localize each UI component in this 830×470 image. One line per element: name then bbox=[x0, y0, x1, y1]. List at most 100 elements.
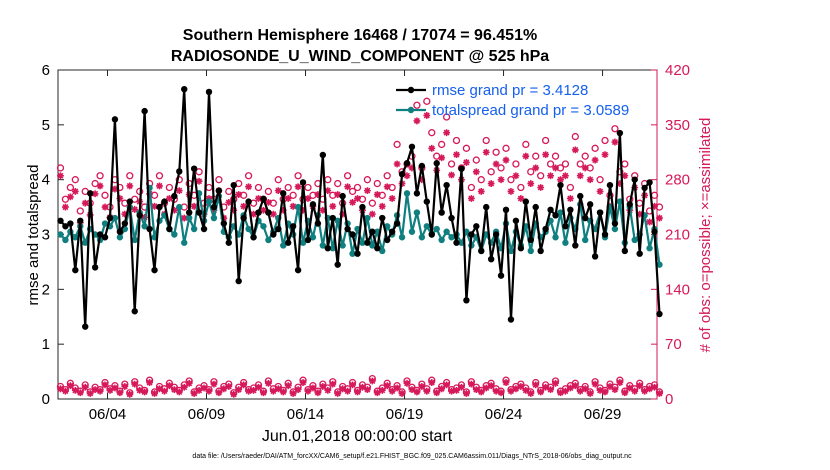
obs-assimilated-point-bottom bbox=[76, 389, 84, 397]
rmse-line-point bbox=[601, 231, 609, 238]
obs-assimilated-point bbox=[557, 176, 564, 184]
obs-assimilated-point-bottom bbox=[552, 379, 559, 387]
rmse-line-point bbox=[428, 231, 435, 238]
obs-possible-point bbox=[274, 176, 282, 184]
totalspread-line-point bbox=[176, 203, 183, 211]
totalspread-line-point bbox=[369, 242, 376, 249]
rmse-line-point bbox=[181, 85, 188, 93]
obs-possible-point bbox=[289, 191, 297, 199]
obs-assimilated-point bbox=[62, 203, 69, 211]
obs-possible-point bbox=[428, 129, 436, 137]
totalspread-line-point bbox=[339, 242, 346, 249]
obs-assimilated-point-bottom bbox=[378, 386, 386, 394]
rmse-line-point bbox=[171, 192, 178, 200]
rmse-line-point bbox=[537, 247, 544, 255]
rmse-line-point bbox=[190, 165, 198, 172]
obs-possible-point bbox=[546, 160, 555, 168]
rmse-line-point bbox=[136, 212, 143, 219]
obs-assimilated-point bbox=[180, 214, 188, 222]
obs-assimilated-point bbox=[383, 183, 391, 191]
obs-assimilated-point bbox=[368, 210, 376, 218]
rmse-line-point bbox=[547, 206, 554, 214]
obs-assimilated-point bbox=[225, 198, 233, 206]
obs-assimilated-point bbox=[190, 202, 198, 210]
totalspread-line-point bbox=[72, 234, 79, 241]
obs-assimilated-point-bottom bbox=[537, 388, 545, 396]
obs-assimilated-point-bottom bbox=[264, 379, 272, 387]
obs-assimilated-point-bottom bbox=[180, 383, 188, 391]
totalspread-line-point bbox=[359, 239, 366, 246]
totalspread-line-point bbox=[111, 214, 119, 222]
obs-assimilated-point-bottom bbox=[433, 389, 441, 397]
obs-assimilated-point-bottom bbox=[373, 389, 381, 397]
obs-possible-point bbox=[462, 144, 471, 152]
obs-assimilated-point-bottom bbox=[146, 379, 153, 386]
totalspread-line-point bbox=[171, 231, 178, 238]
obs-assimilated-point bbox=[477, 188, 485, 195]
obs-assimilated-point-bottom bbox=[527, 390, 535, 397]
obs-assimilated-point-bottom bbox=[453, 386, 460, 394]
rmse-line-point bbox=[185, 209, 193, 216]
totalspread-line-point bbox=[557, 209, 564, 216]
obs-assimilated-point-bottom bbox=[581, 385, 589, 393]
obs-possible-point bbox=[215, 176, 223, 184]
rmse-line-point bbox=[522, 198, 530, 205]
rmse-line-point bbox=[294, 266, 302, 274]
obs-possible-point bbox=[522, 140, 530, 149]
rmse-line-point bbox=[374, 245, 381, 252]
y-tick-label-left: 5 bbox=[42, 117, 50, 134]
obs-possible-point bbox=[611, 125, 619, 133]
obs-assimilated-point bbox=[601, 151, 609, 158]
obs-assimilated-point-bottom bbox=[517, 383, 525, 390]
rmse-line-point bbox=[314, 220, 322, 227]
totalspread-line-point bbox=[131, 236, 138, 244]
obs-assimilated-point bbox=[156, 182, 163, 190]
totalspread-line-point bbox=[398, 234, 406, 241]
totalspread-line-point bbox=[656, 261, 663, 268]
obs-assimilated-point-bottom bbox=[646, 385, 653, 393]
rmse-line-point bbox=[418, 162, 426, 170]
obs-assimilated-point-bottom bbox=[91, 386, 99, 393]
obs-assimilated-point-bottom bbox=[309, 384, 317, 392]
obs-assimilated-point bbox=[304, 195, 312, 202]
obs-assimilated-point bbox=[418, 176, 426, 184]
rmse-line-point bbox=[309, 201, 317, 208]
obs-assimilated-point-bottom bbox=[250, 386, 257, 394]
obs-assimilated-point bbox=[428, 144, 436, 152]
obs-assimilated-point bbox=[576, 172, 584, 180]
rmse-line-point bbox=[636, 250, 643, 257]
rmse-line-point bbox=[483, 203, 490, 211]
obs-possible-point bbox=[254, 183, 263, 192]
obs-assimilated-point bbox=[334, 191, 342, 198]
obs-assimilated-point-bottom bbox=[621, 389, 629, 397]
legend-entry-rmse: rmse grand pr = 3.4128 bbox=[432, 82, 588, 99]
obs-assimilated-point bbox=[423, 112, 431, 119]
totalspread-line-point bbox=[443, 228, 450, 235]
totalspread-line-point bbox=[458, 239, 465, 246]
obs-assimilated-point bbox=[364, 187, 371, 195]
rmse-line-point bbox=[487, 255, 495, 263]
obs-possible-point bbox=[244, 172, 253, 180]
obs-possible-point bbox=[561, 160, 570, 168]
obs-possible-point bbox=[537, 172, 545, 180]
obs-assimilated-point-bottom bbox=[651, 383, 658, 391]
obs-possible-point bbox=[512, 160, 520, 168]
totalspread-line-point bbox=[82, 239, 89, 246]
obs-assimilated-point-bottom bbox=[576, 387, 584, 395]
rmse-line-point bbox=[91, 264, 99, 271]
obs-assimilated-point-bottom bbox=[299, 379, 307, 386]
obs-assimilated-point bbox=[552, 164, 559, 172]
x-tick-label: 06/09 bbox=[188, 406, 226, 423]
rmse-line-point bbox=[557, 181, 564, 189]
obs-assimilated-point-bottom bbox=[324, 386, 332, 394]
obs-possible-point bbox=[477, 176, 485, 184]
obs-assimilated-point-bottom bbox=[636, 382, 644, 390]
obs-assimilated-point-bottom bbox=[161, 387, 168, 395]
obs-assimilated-point bbox=[517, 195, 525, 202]
totalspread-line-point bbox=[245, 225, 252, 233]
obs-assimilated-point bbox=[453, 151, 460, 158]
rmse-line-point bbox=[240, 214, 247, 222]
rmse-line-point bbox=[324, 245, 331, 252]
obs-assimilated-point bbox=[463, 159, 470, 166]
